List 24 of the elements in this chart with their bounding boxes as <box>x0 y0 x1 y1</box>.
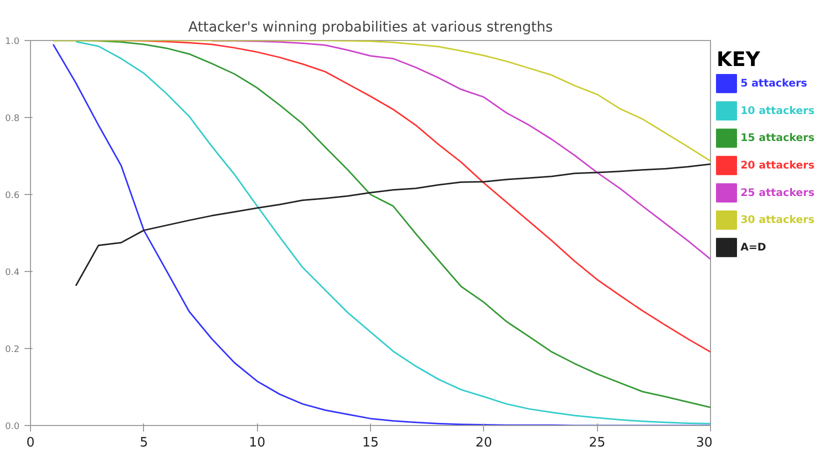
x-tick-label: 0 <box>26 436 35 450</box>
y-tick-label: 0.2 <box>5 345 20 355</box>
legend-label: 25 attackers <box>740 186 814 199</box>
x-tick-label: 5 <box>140 436 148 450</box>
y-tick-label: 0.4 <box>5 268 20 278</box>
legend-title: KEY <box>716 47 761 72</box>
x-tick-label: 10 <box>248 436 266 450</box>
x-tick-label: 15 <box>362 436 379 450</box>
x-tick-label: 30 <box>696 436 713 450</box>
legend-label: 20 attackers <box>740 160 814 172</box>
legend-label: 30 attackers <box>740 214 814 226</box>
legend-label: 10 attackers <box>740 104 814 117</box>
line-series <box>52 40 710 162</box>
chart-title: Attacker's winning probabilities at various strengths <box>188 20 553 36</box>
y-tick-label: 0.0 <box>5 422 20 432</box>
x-tick-label: 25 <box>588 436 606 450</box>
y-tick-label: 1.0 <box>5 37 20 47</box>
x-tick-label: 20 <box>476 436 492 450</box>
line-series <box>75 163 710 286</box>
y-tick-label: 0.6 <box>5 191 20 201</box>
legend-label: 5 attackers <box>740 78 808 90</box>
legend-label: 15 attackers <box>740 132 814 144</box>
y-tick-label: 0.8 <box>5 114 20 124</box>
legend-label: A=D <box>740 241 766 254</box>
